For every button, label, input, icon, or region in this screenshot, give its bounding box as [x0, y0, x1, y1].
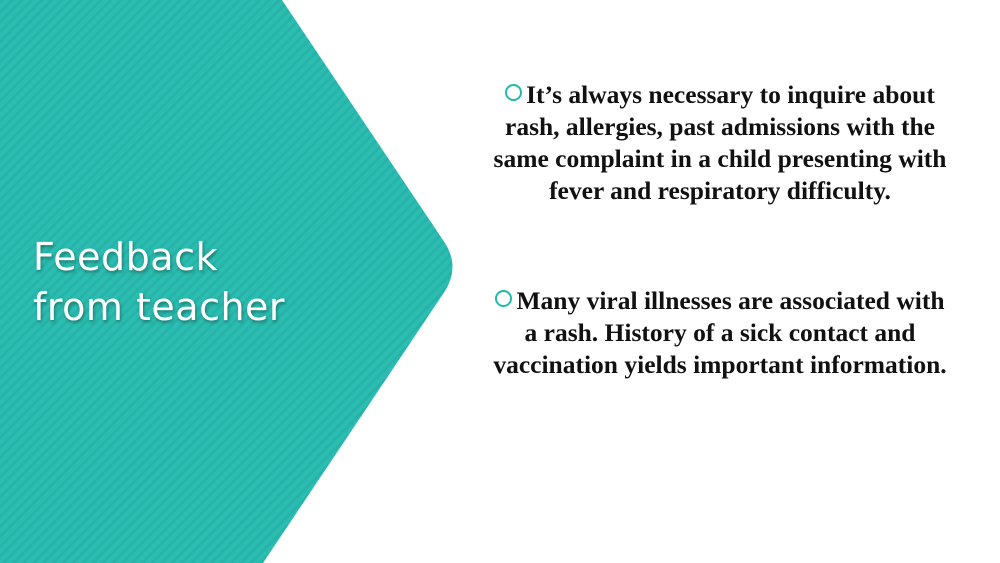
bullet-text-2: Many viral illnesses are associated with… — [493, 286, 947, 379]
circle-outline-icon — [505, 84, 523, 101]
teal-chevron-shape — [0, 0, 453, 563]
bullet-text-1: It’s always necessary to inquire about r… — [493, 80, 947, 205]
bullet-item-2: Many viral illnesses are associated with… — [490, 285, 950, 381]
circle-outline-icon — [495, 290, 513, 307]
slide-title: Feedback from teacher — [33, 232, 413, 332]
bullet-list: It’s always necessary to inquire about r… — [490, 79, 950, 381]
slide-title-line-1: Feedback — [33, 235, 218, 279]
slide-title-line-2: from teacher — [33, 285, 286, 329]
bullet-item-1: It’s always necessary to inquire about r… — [490, 79, 950, 207]
